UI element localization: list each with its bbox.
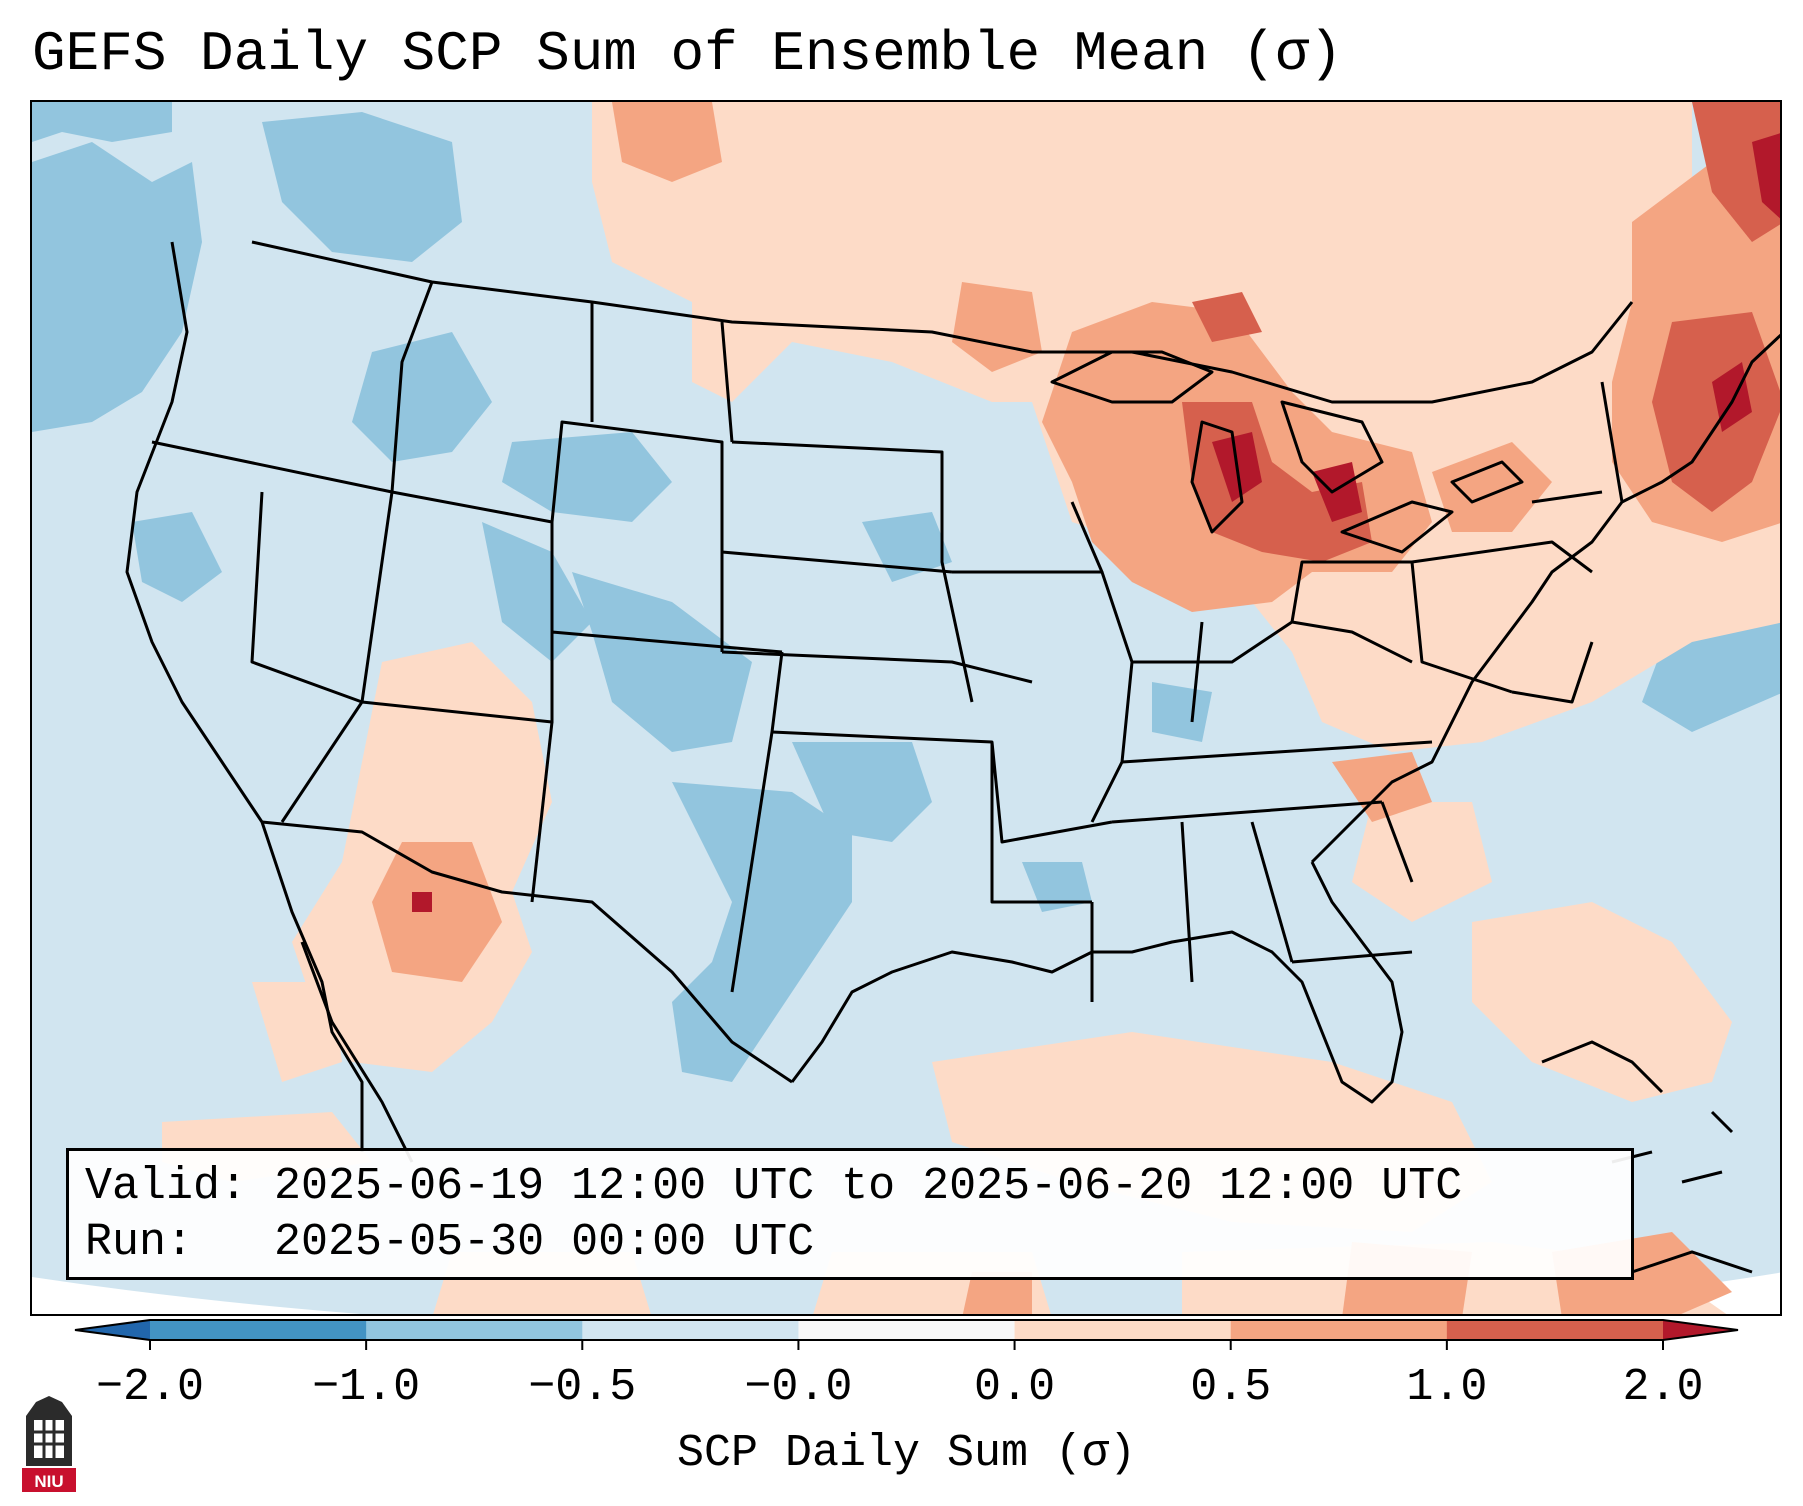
mexico-border xyxy=(261,820,793,1084)
colorbar-tick-label: 1.0 xyxy=(1406,1362,1488,1413)
colorbar-segment xyxy=(798,1320,1016,1340)
valid-label: Valid: xyxy=(85,1161,248,1212)
colorbar-over-extension xyxy=(1663,1320,1738,1340)
page-title: GEFS Daily SCP Sum of Ensemble Mean (σ) xyxy=(32,22,1343,86)
niu-logo-icon: NIU xyxy=(22,1396,76,1492)
colorbar-segment xyxy=(1230,1320,1448,1340)
arizona-medium xyxy=(372,842,502,982)
ocean-nw-anomaly xyxy=(32,142,202,432)
atlantic-coast xyxy=(1310,333,1780,864)
colorbar-tick-label: 2.0 xyxy=(1622,1362,1704,1413)
colorbar-label: SCP Daily Sum (σ) xyxy=(676,1428,1137,1479)
gulf-coast xyxy=(790,861,1404,1104)
colorbar-segment xyxy=(1014,1320,1232,1340)
colorbar-tick-label: −0.0 xyxy=(744,1362,853,1413)
colorbar-tick-label: 0.0 xyxy=(974,1362,1056,1413)
map-panel xyxy=(30,100,1782,1316)
svg-text:NIU: NIU xyxy=(34,1472,63,1491)
valid-run-info-box: Valid: 2025-06-19 12:00 UTC to 2025-06-2… xyxy=(66,1148,1634,1280)
colorbar-under-extension xyxy=(75,1320,150,1340)
colorbar-segment xyxy=(366,1320,583,1340)
colorbar-segment xyxy=(150,1320,367,1340)
valid-value: 2025-06-19 12:00 UTC to 2025-06-20 12:00… xyxy=(274,1161,1463,1212)
run-label: Run: xyxy=(85,1217,194,1268)
texas-anomaly xyxy=(672,782,852,1082)
colorbar-segment xyxy=(582,1320,799,1340)
colorbar-tick-label: −1.0 xyxy=(312,1362,421,1413)
new-england-strong xyxy=(1652,312,1780,512)
colorbar-outline xyxy=(74,1319,1739,1341)
pnw-anomaly xyxy=(262,112,462,262)
colorado-anomaly xyxy=(572,572,752,752)
colorbar-tick-label: −0.5 xyxy=(528,1362,637,1413)
colorbar-tick-label: −2.0 xyxy=(95,1362,205,1413)
colorbar-tick-label: 0.5 xyxy=(1190,1362,1272,1413)
boundaries xyxy=(125,240,1780,1163)
negative-anomaly-layer xyxy=(32,102,1780,1082)
run-value: 2025-05-30 00:00 UTC xyxy=(274,1217,815,1268)
colorbar-segment xyxy=(1446,1320,1664,1340)
map-canvas xyxy=(32,102,1780,1314)
